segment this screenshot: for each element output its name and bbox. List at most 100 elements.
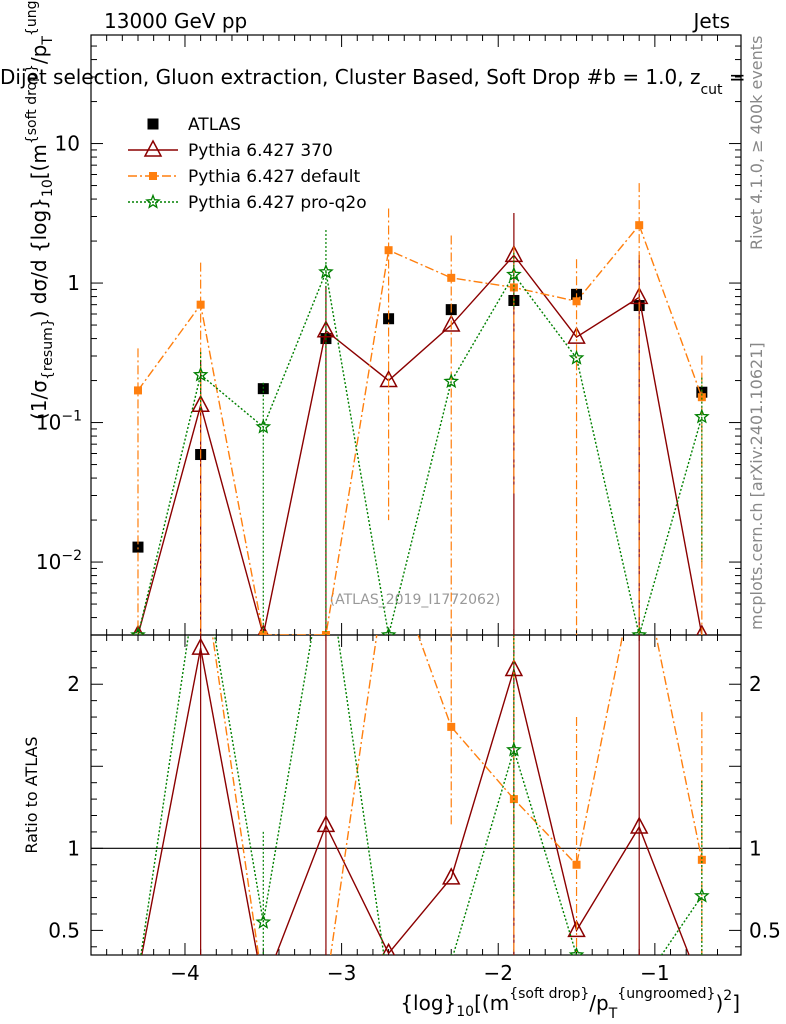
data-point <box>133 386 142 395</box>
data-point <box>321 631 330 635</box>
data-point <box>506 266 522 282</box>
y-tick-label: 1 <box>67 271 80 295</box>
ratio-frame <box>90 634 742 956</box>
plot-subtitle-end: = <box>723 65 746 89</box>
main-ylabel-text: (1/σ{resum}) dσ/d {log}10[(m{soft drop}/… <box>24 0 56 420</box>
ratio-ylabel: Ratio to ATLAS <box>22 736 41 853</box>
data-point <box>696 624 708 635</box>
data-point <box>382 981 394 993</box>
data-point <box>568 349 585 365</box>
data-point <box>130 626 146 635</box>
data-point <box>635 221 644 230</box>
data-point <box>385 549 393 557</box>
main-ylabel: (1/σ{resum}) dσ/d {log}10[(m{soft drop}/… <box>24 0 56 420</box>
data-point <box>443 373 460 389</box>
data-point <box>132 541 144 553</box>
data-point <box>255 913 272 929</box>
mcplots-label: mcplots.cern.ch [arXiv:2401.10621] <box>747 342 766 630</box>
ratio-series-line <box>140 635 703 955</box>
data-point <box>572 297 581 306</box>
data-point <box>147 118 159 130</box>
data-point <box>441 867 461 885</box>
ratio-y-tick-label-right: 0.5 <box>749 918 781 942</box>
data-point <box>382 942 396 955</box>
data-point <box>145 193 161 209</box>
data-point <box>192 366 209 382</box>
series-0 <box>132 288 708 553</box>
rivet-label: Rivet 4.1.0, ≥ 400k events <box>747 36 766 250</box>
data-point <box>316 814 336 833</box>
data-point <box>132 968 144 980</box>
ratio-panel: −4 −3 −2 −1 0.5 0.5 1 1 2 2 <box>48 549 781 994</box>
data-point <box>697 393 706 402</box>
data-point <box>191 637 210 655</box>
plot-subtitle-sub: cut <box>700 82 723 98</box>
data-point <box>259 631 268 635</box>
data-point <box>322 984 330 992</box>
ratio-y-tick-label-right: 2 <box>749 672 762 696</box>
data-point <box>316 320 336 338</box>
data-point <box>143 139 163 157</box>
data-point <box>447 273 456 282</box>
ratio-series-1 <box>211 549 706 992</box>
ratio-series-0 <box>130 635 690 994</box>
ratio-series-2 <box>132 635 710 993</box>
ratio-y-tick-label-right: 1 <box>749 836 762 860</box>
series-line <box>137 254 703 635</box>
data-point <box>693 408 710 424</box>
data-point <box>629 816 649 834</box>
data-point <box>450 953 452 955</box>
data-point <box>149 172 157 180</box>
y-tick-label: 10−1 <box>36 409 82 435</box>
data-point <box>380 626 397 635</box>
x-tick-label: −2 <box>483 961 512 985</box>
data-point <box>196 300 205 309</box>
legend: ATLAS Pythia 6.427 370 Pythia 6.427 defaul… <box>128 115 367 213</box>
ratio-series-line <box>211 635 703 955</box>
data-point <box>255 979 271 994</box>
x-tick-label: −3 <box>327 961 356 985</box>
data-point <box>259 984 267 992</box>
series-3 <box>130 230 710 635</box>
series-2 <box>133 183 706 635</box>
data-point <box>693 887 710 903</box>
ratio-y-tick-label: 2 <box>67 672 80 696</box>
data-point <box>447 722 456 731</box>
main-panel: 10−2 10−1 1 10 <box>36 34 741 636</box>
y-tick-label: 10 <box>55 132 80 156</box>
plot-subtitle: Dijet selection, Gluon extraction, Clust… <box>0 65 746 98</box>
x-tick-label: −4 <box>170 961 199 985</box>
data-point <box>255 418 272 434</box>
data-point <box>509 283 518 292</box>
header-right: Jets <box>692 9 730 33</box>
series-line <box>137 269 703 635</box>
series-1 <box>132 212 708 635</box>
data-point <box>567 326 586 344</box>
data-point <box>505 741 522 757</box>
x-tick-label: −1 <box>640 961 669 985</box>
main-plot-area <box>130 183 710 635</box>
legend-label: Pythia 6.427 pro-q2o <box>188 193 367 213</box>
ratio-y-tick-label: 1 <box>67 836 80 860</box>
data-point <box>384 246 393 255</box>
ratio-series-line <box>141 647 690 955</box>
ratio-y-tick-label: 0.5 <box>48 918 80 942</box>
xlabel: {log}10[(m{soft drop}/pT{ungroomed})2] <box>400 986 740 1022</box>
series-line <box>137 223 703 635</box>
plot-subtitle-main: Dijet selection, Gluon extraction, Clust… <box>0 65 700 89</box>
data-point <box>318 263 334 279</box>
data-point <box>568 946 585 955</box>
ratio-plot-area <box>130 549 710 994</box>
legend-label: ATLAS <box>188 115 241 135</box>
analysis-watermark: (ATLAS_2019_I1772062) <box>330 592 501 608</box>
data-point <box>697 855 706 864</box>
header-left: 13000 GeV pp <box>104 9 247 33</box>
data-point <box>567 919 586 938</box>
legend-label: Pythia 6.427 370 <box>188 141 333 161</box>
data-point <box>631 626 648 635</box>
data-point <box>572 860 581 869</box>
y-tick-label: 10−2 <box>36 548 82 574</box>
legend-label: Pythia 6.427 default <box>188 167 361 187</box>
data-point <box>130 966 146 981</box>
